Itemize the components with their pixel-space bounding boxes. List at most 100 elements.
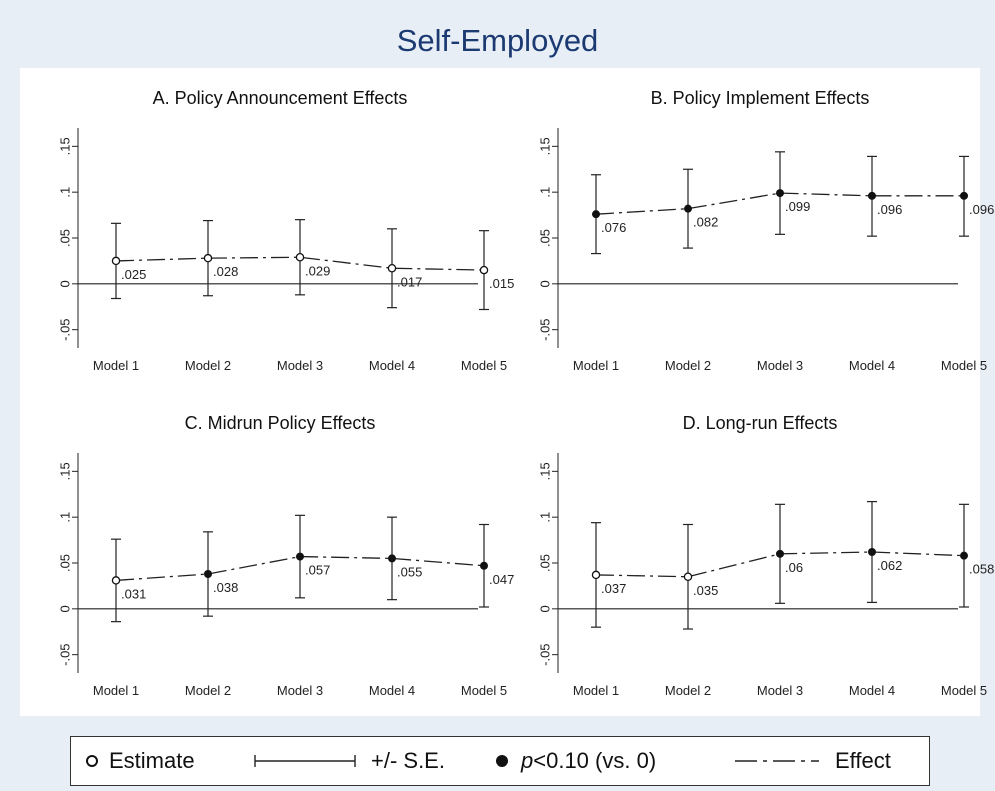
panel-b-x-tick-label: Model 2 <box>665 358 711 373</box>
panel-a-value-label: .029 <box>305 263 330 278</box>
panel-b-y-tick-label: .05 <box>537 229 552 247</box>
legend-estimate-label: Estimate <box>109 748 195 773</box>
panel-d-y-tick-label: -.05 <box>537 643 552 665</box>
panel-a-value-label: .017 <box>397 274 422 289</box>
panel-a-point-estimate <box>387 263 397 273</box>
panel-a-y-tick-label: 0 <box>57 280 72 287</box>
panel-a-x-tick-label: Model 5 <box>461 358 507 373</box>
panel-d-y-tick-label: .1 <box>537 512 552 523</box>
panel-d-point-significant <box>868 548 876 556</box>
legend-significant-label: p<0.10 (vs. 0) <box>521 748 657 773</box>
error-bar-icon <box>254 755 356 767</box>
panel-c-y-tick-label: .1 <box>57 512 72 523</box>
filled-circle-icon <box>496 755 508 767</box>
panel-b-x-tick-label: Model 5 <box>941 358 987 373</box>
panel-c-x-tick-label: Model 3 <box>277 683 323 698</box>
panel-a-point-estimate <box>295 252 305 262</box>
panel-b-title: B. Policy Implement Effects <box>651 88 870 108</box>
panel-c-value-label: .038 <box>213 580 238 595</box>
plot-region <box>20 68 980 716</box>
panel-d-chart: D. Long-run Effects -.05 0 .05 .1 .15 Model 1 M… <box>537 413 994 698</box>
panel-b-value-label: .076 <box>601 220 626 235</box>
panel-c-chart: C. Midrun Policy Effects -.05 0 .05 .1 .15 Mod… <box>57 413 514 698</box>
panel-d-point-estimate <box>683 572 693 581</box>
panel-c-value-label: .055 <box>397 564 422 579</box>
panel-c-x-tick-label: Model 1 <box>93 683 139 698</box>
panel-c-x-tick-label: Model 2 <box>185 683 231 698</box>
panel-d-y-tick-label: 0 <box>537 605 552 612</box>
panel-d-x-tick-label: Model 3 <box>757 683 803 698</box>
panel-b-point-significant <box>868 191 876 200</box>
panel-d-value-label: .06 <box>785 560 803 575</box>
panel-c-point-significant <box>480 561 488 570</box>
legend-se-label: +/- S.E. <box>371 748 445 773</box>
panel-a-x-tick-label: Model 1 <box>93 358 139 373</box>
panel-d-x-tick-label: Model 2 <box>665 683 711 698</box>
panel-a-chart: A. Policy Announcement Effects -.05 0 .05 .1… <box>57 88 514 373</box>
panel-a-y-tick-label: .05 <box>57 229 72 247</box>
panel-a-point-estimate <box>479 265 489 275</box>
panel-d-y-tick-label: .15 <box>537 462 552 480</box>
panel-a-value-label: .028 <box>213 264 238 279</box>
hollow-circle-icon <box>86 755 98 767</box>
panel-a-y-tick-label: .1 <box>57 187 72 198</box>
panel-d-point-significant <box>960 551 968 560</box>
panel-c-value-label: .057 <box>305 563 330 578</box>
panel-c-x-tick-label: Model 4 <box>369 683 415 698</box>
panel-a-title: A. Policy Announcement Effects <box>153 88 408 108</box>
panel-c-point-significant <box>204 570 212 578</box>
figure-title: Self-Employed <box>396 23 599 58</box>
panel-b-x-tick-label: Model 3 <box>757 358 803 373</box>
panel-b-chart: B. Policy Implement Effects -.05 0 .05 .1 .15… <box>537 88 994 373</box>
panel-a-point-estimate <box>203 253 213 263</box>
panel-b-value-label: .096 <box>877 202 902 217</box>
panel-c-point-estimate <box>111 576 121 585</box>
panel-a-value-label: .015 <box>489 276 514 291</box>
panel-d-point-estimate <box>591 570 601 580</box>
panel-b-value-label: .082 <box>693 215 718 230</box>
panel-a-x-tick-label: Model 3 <box>277 358 323 373</box>
panel-c-value-label: .031 <box>121 586 146 601</box>
legend-significant: p<0.10 (vs. 0) <box>491 737 656 785</box>
legend-se: +/- S.E. <box>251 737 445 785</box>
legend-effect-label: Effect <box>835 748 891 773</box>
panel-c-point-significant <box>296 552 304 561</box>
dash-dot-line-icon <box>735 760 819 762</box>
panel-c-y-tick-label: -.05 <box>57 643 72 665</box>
panel-d-title: D. Long-run Effects <box>683 413 838 433</box>
panel-c-y-tick-label: .05 <box>57 554 72 572</box>
panel-c-title: C. Midrun Policy Effects <box>185 413 376 433</box>
panel-b-y-tick-label: 0 <box>537 280 552 287</box>
panel-b-y-tick-label: .1 <box>537 187 552 198</box>
panel-b-value-label: .099 <box>785 199 810 214</box>
panel-c-point-significant <box>388 554 396 563</box>
panel-a-x-tick-label: Model 4 <box>369 358 415 373</box>
panel-c-y-tick-label: 0 <box>57 605 72 612</box>
legend: Estimate +/- S.E. p<0.10 (vs. 0) Effect <box>70 736 930 786</box>
panel-b-point-significant <box>776 189 784 198</box>
panel-d-value-label: .037 <box>601 581 626 596</box>
panel-d-x-tick-label: Model 5 <box>941 683 987 698</box>
panel-c-y-tick-label: .15 <box>57 462 72 480</box>
panel-a-x-tick-label: Model 2 <box>185 358 231 373</box>
panel-b-y-tick-label: -.05 <box>537 318 552 340</box>
panel-c-value-label: .047 <box>489 572 514 587</box>
panel-a-point-estimate <box>111 256 121 266</box>
panel-d-value-label: .062 <box>877 558 902 573</box>
panel-b-x-tick-label: Model 1 <box>573 358 619 373</box>
panel-d-x-tick-label: Model 1 <box>573 683 619 698</box>
panel-b-point-significant <box>592 210 600 219</box>
panel-b-value-label: .096 <box>969 202 994 217</box>
panel-d-point-significant <box>776 549 784 558</box>
panel-b-x-tick-label: Model 4 <box>849 358 895 373</box>
legend-effect: Effect <box>731 737 891 785</box>
panel-a-y-tick-label: .15 <box>57 137 72 155</box>
panel-d-value-label: .035 <box>693 583 718 598</box>
legend-estimate: Estimate <box>81 737 195 785</box>
panel-b-point-significant <box>960 191 968 200</box>
panel-d-y-tick-label: .05 <box>537 554 552 572</box>
panel-a-y-tick-label: -.05 <box>57 318 72 340</box>
panel-b-y-tick-label: .15 <box>537 137 552 155</box>
panel-b-point-significant <box>684 204 692 213</box>
panel-d-x-tick-label: Model 4 <box>849 683 895 698</box>
